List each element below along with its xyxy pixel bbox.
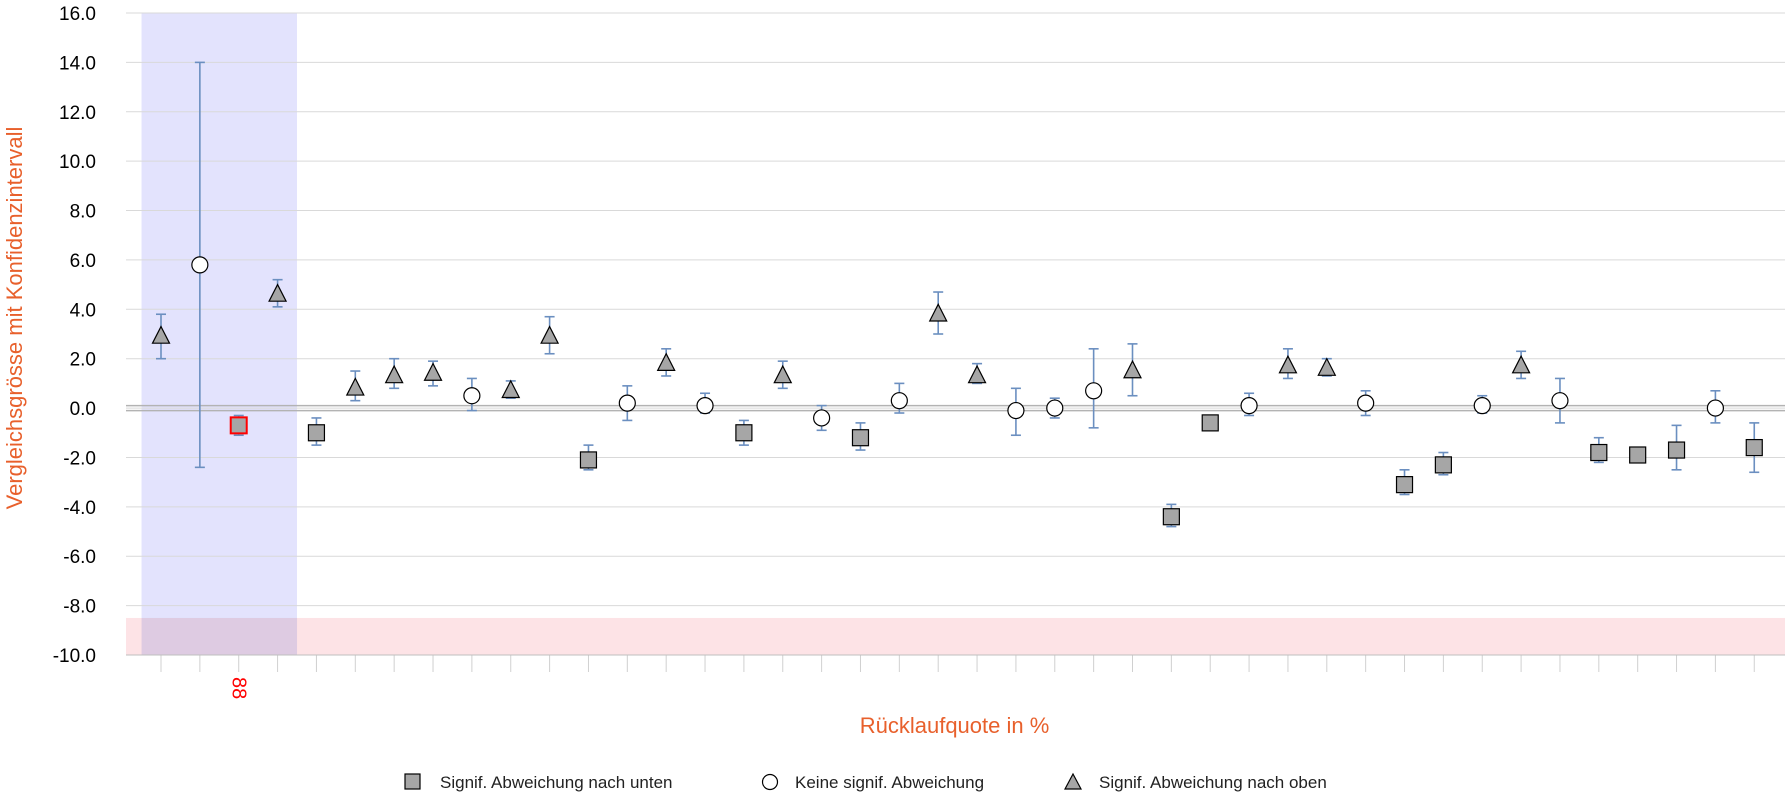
chart-gridlines [126,12,1785,656]
marker-square [1395,476,1414,494]
marker-triangle [928,303,948,322]
y-tick-label: -6.0 [63,547,96,568]
y-axis-ticks: 16.0 14.0 12.0 10.0 8.0 6.0 4.0 2.0 0.0 -2.0 -4.0 -… [53,4,96,667]
marker-triangle [773,364,793,384]
marker-circle [1240,397,1258,415]
marker-square [851,429,870,447]
marker-triangle [1278,354,1298,374]
marker-circle [1007,401,1025,420]
legend-label-up: Signif. Abweichung nach oben [1099,773,1327,792]
y-tick-label: -10.0 [53,646,96,667]
marker-triangle [1123,359,1142,379]
marker-circle [890,392,908,410]
y-tick-label: 10.0 [59,152,96,173]
marker-circle [1046,399,1064,417]
marker-circle [1085,382,1103,400]
legend: Signif. Abweichung nach unten Keine sign… [404,772,1327,792]
legend-label-none: Keine signif. Abweichung [795,773,984,792]
marker-triangle [268,283,288,302]
marker-triangle [345,377,365,396]
legend-square-marker [404,773,421,790]
marker-circle [618,394,636,412]
marker-triangle [151,325,171,344]
y-tick-label: 12.0 [59,103,96,124]
marker-square [579,451,598,469]
y-tick-label: -8.0 [63,597,96,618]
x-axis-ticks [126,654,1785,672]
y-tick-label: 2.0 [70,350,96,371]
marker-triangle [1317,357,1337,376]
marker-circle [813,409,831,427]
marker-triangle [501,379,521,399]
marker-square [1629,446,1647,464]
y-tick-label: 4.0 [70,300,96,321]
marker-triangle [540,325,560,344]
data-markers [151,256,1763,526]
marker-triangle [967,364,987,384]
x-axis-title: Rücklaufquote in % [860,713,1050,738]
y-tick-label: 16.0 [59,4,96,25]
legend-triangle-marker [1064,772,1082,790]
lower-band [126,617,1785,655]
marker-triangle [384,364,404,384]
y-tick-label: 8.0 [70,202,96,223]
legend-label-down: Signif. Abweichung nach unten [440,773,673,792]
highlight-label-group: 88 [228,677,250,699]
y-tick-label: 0.0 [70,399,96,420]
y-tick-label: 14.0 [59,53,96,74]
chart-bands [126,13,1785,655]
marker-square [1162,508,1180,526]
marker-square [1434,456,1452,474]
marker-circle [696,397,714,415]
reference-line [126,404,1785,412]
y-axis-title: Vergleichsgrösse mit Konfidenzintervall [2,127,27,510]
marker-square [1667,441,1686,459]
highlight-band [141,13,298,655]
marker-circle [1357,394,1375,412]
marker-triangle [1511,354,1531,374]
y-tick-label: 6.0 [70,251,96,272]
marker-circle [1551,392,1569,410]
marker-square [229,416,248,435]
marker-square [1201,414,1219,432]
marker-square [307,424,326,442]
marker-circle [191,256,209,274]
marker-square [1745,438,1763,457]
marker-triangle [656,352,676,371]
marker-circle [463,387,481,405]
highlight-point-label: 88 [228,677,250,699]
marker-triangle [423,362,443,381]
marker-square [735,424,753,442]
band-overlap [141,617,298,655]
marker-circle [1473,397,1491,415]
y-tick-label: -4.0 [63,498,96,519]
legend-circle-marker [761,773,779,791]
marker-circle [1706,399,1725,417]
marker-square [1590,443,1608,462]
y-tick-label: -2.0 [63,448,96,469]
